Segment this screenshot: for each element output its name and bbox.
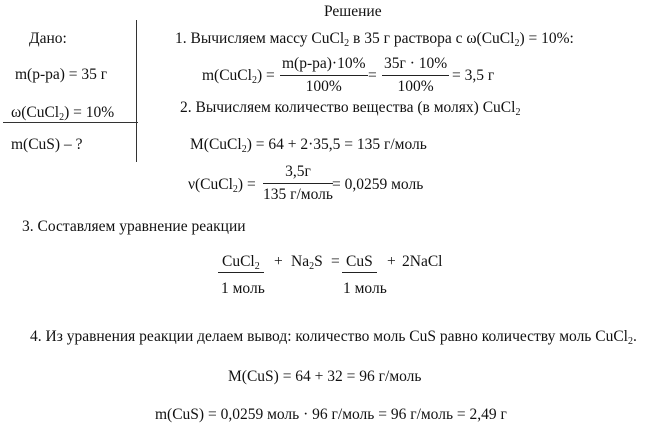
reactant-moles: 1 моль <box>221 280 265 297</box>
text: 4. Из уравнения реакции делаем вывод: ко… <box>30 328 628 345</box>
step1-lhs: m(CuCl2) = <box>202 67 275 86</box>
subscript: 2 <box>514 38 520 49</box>
text: 2. Вычисляем количество вещества (в моля… <box>180 99 516 116</box>
given-label: Дано: <box>29 30 67 47</box>
step4-title: 4. Из уравнения реакции делаем вывод: ко… <box>30 328 637 347</box>
step2-nu-result: = 0,0259 моль <box>332 176 424 193</box>
text: Na <box>291 253 310 270</box>
numerator: m(р-ра)·10% <box>280 55 368 76</box>
step2-nu-lhs: ν(CuCl2) = <box>188 176 256 195</box>
solution-heading: Решение <box>324 3 382 20</box>
given-omega: ω(CuCl2) = 10% <box>11 104 115 123</box>
text: M(CuCl <box>190 136 242 153</box>
subscript: 2 <box>515 107 521 118</box>
text: S <box>314 253 323 270</box>
given-divider <box>3 122 138 124</box>
step4-mass-result: m(CuS) = 0,0259 моль · 96 г/моль = 96 г/… <box>155 406 507 423</box>
step4-molar-mass: M(CuS) = 64 + 32 = 96 г/моль <box>228 368 422 385</box>
reactant-na2s: Na2S <box>291 253 323 272</box>
text: ν(CuCl <box>188 176 233 193</box>
subscript: 2 <box>251 75 257 86</box>
subscript: 2 <box>309 261 315 272</box>
step3-title: 3. Составляем уравнение реакции <box>22 218 246 235</box>
text: CuCl <box>222 253 255 270</box>
product-nacl: 2NaCl <box>402 253 443 270</box>
product-cus: CuS <box>342 253 377 273</box>
text: . <box>632 328 637 345</box>
denominator: 135 г/моль <box>263 186 333 203</box>
denominator: 100% <box>397 78 434 95</box>
subscript: 2 <box>627 336 633 347</box>
given-vertical-divider <box>136 20 138 162</box>
step2-title: 2. Вычисляем количество вещества (в моля… <box>180 99 521 118</box>
step1-title: 1. Вычисляем массу CuCl2 в 35 г раствора… <box>175 30 574 49</box>
step1-equals: = <box>368 67 377 84</box>
text: в 35 г раствора с ω(CuCl <box>349 30 515 47</box>
text: ) = <box>256 67 275 84</box>
numerator: 3,5г <box>263 163 333 184</box>
subscript: 2 <box>344 38 350 49</box>
equals-sign: = <box>331 253 340 270</box>
step1-fraction-2: 35г · 10% 100% <box>382 55 450 96</box>
numerator: 35г · 10% <box>382 55 450 76</box>
text: ) = 10% <box>64 104 115 121</box>
subscript: 2 <box>59 112 65 123</box>
denominator: 100% <box>305 78 342 95</box>
text: 1. Вычисляем массу CuCl <box>175 30 345 47</box>
reactant-cucl2: CuCl2 <box>218 253 264 273</box>
given-find: m(CuS) – ? <box>11 136 83 153</box>
subscript: 2 <box>241 144 247 155</box>
step1-result: = 3,5 г <box>452 67 495 84</box>
text: ) = 64 + 2·35,5 = 135 г/моль <box>246 136 427 153</box>
subscript: 2 <box>232 184 238 195</box>
text: ) = <box>237 176 256 193</box>
plus-sign: + <box>274 253 283 270</box>
plus-sign: + <box>387 253 396 270</box>
subscript: 2 <box>254 261 260 272</box>
product-moles: 1 моль <box>343 280 387 297</box>
text: ω(CuCl <box>11 104 60 121</box>
text: m(CuCl <box>202 67 252 84</box>
step2-fraction: 3,5г 135 г/моль <box>263 163 333 204</box>
given-mass-solution: m(р-ра) = 35 г <box>15 66 108 83</box>
step2-molar-mass: M(CuCl2) = 64 + 2·35,5 = 135 г/моль <box>190 136 427 155</box>
text: ) = 10%: <box>519 30 574 47</box>
step1-fraction-1: m(р-ра)·10% 100% <box>280 55 368 96</box>
